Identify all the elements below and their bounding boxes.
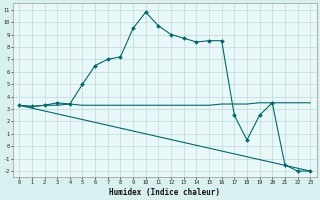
X-axis label: Humidex (Indice chaleur): Humidex (Indice chaleur) <box>109 188 220 197</box>
